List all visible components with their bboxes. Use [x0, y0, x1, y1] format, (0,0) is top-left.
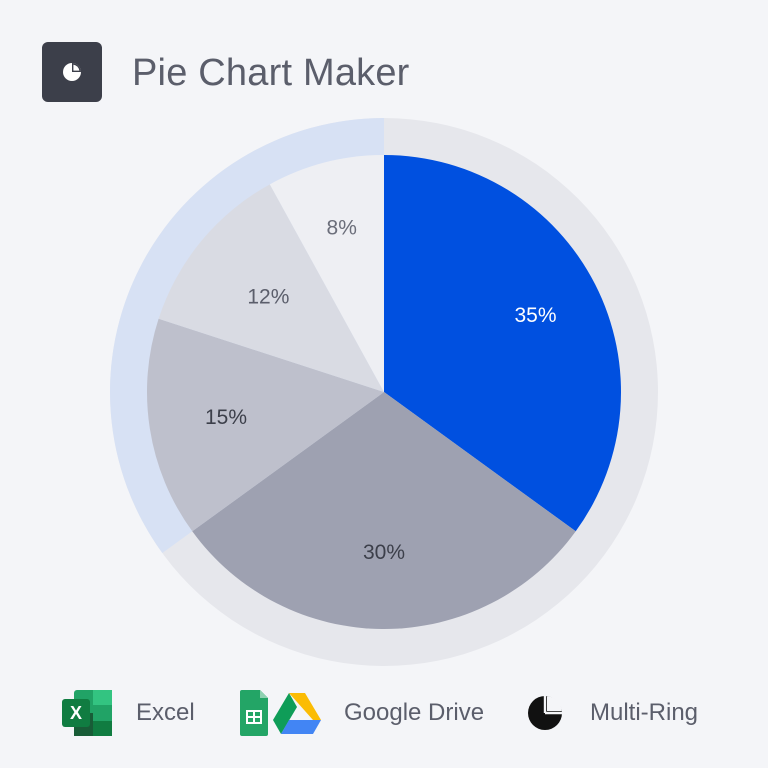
google-sheets-icon — [240, 690, 268, 736]
integration-multi-ring[interactable]: Multi-Ring — [526, 683, 698, 743]
integrations-bar: X Excel Google Drive — [0, 683, 768, 743]
slice-label-3: 15% — [205, 406, 247, 429]
pie-slice-4 — [158, 184, 384, 392]
svg-text:X: X — [70, 703, 82, 723]
integration-google-drive[interactable]: Google Drive — [238, 683, 484, 743]
integration-label-multi-ring: Multi-Ring — [590, 699, 699, 726]
pie-slice-3 — [146, 318, 384, 532]
multi-ring-icon — [528, 696, 562, 730]
integration-label-google-drive: Google Drive — [344, 699, 485, 726]
excel-icon: X — [62, 690, 112, 736]
slice-label-4: 12% — [247, 285, 289, 308]
slice-label-5: 8% — [327, 216, 357, 239]
pie-slice-5 — [269, 155, 384, 392]
integration-excel[interactable]: X Excel — [62, 683, 195, 743]
slice-label-1: 35% — [514, 304, 556, 327]
page-title: Pie Chart Maker — [132, 52, 410, 94]
google-drive-icon — [273, 693, 321, 734]
pie-slice-1 — [384, 155, 621, 532]
slice-label-2: 30% — [363, 541, 405, 564]
integration-label-excel: Excel — [136, 699, 195, 726]
app-logo — [42, 42, 102, 102]
pie-chart-icon — [63, 63, 81, 81]
pie-slice-2 — [192, 392, 576, 629]
